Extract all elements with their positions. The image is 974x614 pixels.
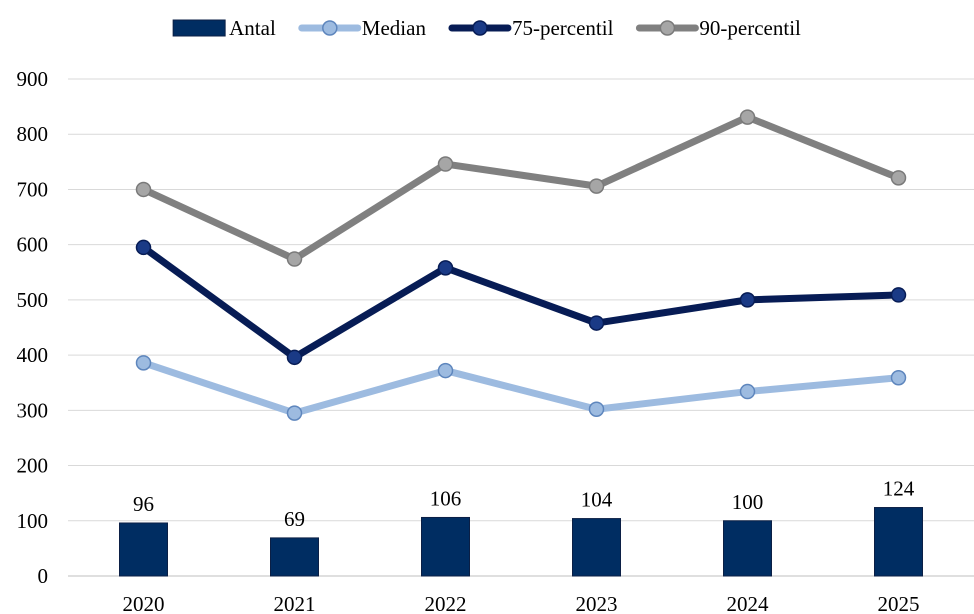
point-90-percentil-2023 (588, 178, 605, 194)
bar-2020 (119, 522, 168, 577)
point-90-percentil-2021 (286, 251, 303, 267)
point-75-percentil-2025 (890, 287, 907, 303)
x-tick-label-2024: 2024 (727, 592, 770, 614)
gridlines (68, 78, 974, 577)
line-series (135, 109, 907, 421)
data-labels: 96 69 106 104 100 124 (133, 477, 915, 531)
legend-label-antal: Antal (229, 16, 276, 40)
point-75-percentil-2021 (286, 349, 303, 366)
point-median-2021 (286, 405, 303, 421)
point-90-percentil-2024 (739, 109, 756, 125)
legend-marker-75-percentil (472, 20, 488, 36)
x-tick-label-2020: 2020 (123, 592, 165, 614)
legend-label-90-percentil: 90-percentil (699, 16, 801, 40)
point-75-percentil-2022 (437, 260, 454, 276)
y-tick-label-700: 700 (17, 177, 49, 201)
y-tick-label-100: 100 (17, 509, 49, 533)
legend: Antal Median 75-percentil 90-percentil (172, 16, 801, 40)
y-tick-label-300: 300 (17, 398, 49, 422)
point-90-percentil-2025 (890, 170, 907, 186)
data-label-2020: 96 (133, 492, 154, 516)
bar-2025 (874, 507, 923, 577)
point-median-2023 (588, 401, 605, 417)
line-series-90-percentil (135, 109, 907, 267)
bar-2024 (723, 520, 772, 577)
line-median (140, 359, 902, 417)
bar-2023 (572, 518, 621, 577)
point-90-percentil-2020 (135, 181, 152, 198)
legend-label-75-percentil: 75-percentil (512, 16, 614, 40)
point-75-percentil-2020 (135, 239, 152, 256)
x-tick-label-2022: 2022 (425, 592, 467, 614)
y-tick-label-600: 600 (17, 233, 49, 257)
x-tick-label-2025: 2025 (878, 592, 920, 614)
point-median-2024 (739, 383, 756, 400)
bar-2022 (421, 516, 470, 577)
y-tick-label-200: 200 (17, 454, 49, 478)
y-tick-label-500: 500 (17, 288, 49, 312)
data-label-2021: 69 (284, 507, 305, 531)
line-series-median (135, 355, 907, 421)
y-tick-label-900: 900 (17, 67, 49, 91)
line-series-75-percentil (135, 239, 907, 366)
y-tick-label-0: 0 (38, 564, 49, 588)
data-label-2025: 124 (883, 477, 915, 501)
bar-series-antal (119, 507, 923, 577)
y-axis: 0 100 200 300 400 500 600 700 800 900 (17, 67, 49, 588)
point-75-percentil-2024 (739, 292, 756, 308)
y-tick-label-800: 800 (17, 122, 49, 146)
x-tick-label-2023: 2023 (576, 592, 618, 614)
legend-swatch-antal (172, 19, 226, 37)
legend-marker-90-percentil (659, 20, 676, 36)
legend-label-median: Median (362, 16, 427, 40)
point-75-percentil-2023 (588, 315, 605, 331)
y-tick-label-400: 400 (17, 343, 49, 367)
x-axis: 2020 2021 2022 2023 2024 2025 (123, 592, 920, 614)
point-90-percentil-2022 (437, 156, 454, 172)
line-90-percentil (140, 113, 902, 263)
legend-marker-median (322, 20, 338, 36)
line-75-percentil (140, 243, 902, 361)
point-median-2020 (135, 355, 152, 371)
data-label-2022: 106 (430, 486, 462, 510)
point-median-2022 (437, 362, 454, 379)
point-median-2025 (890, 370, 907, 386)
bar-2021 (270, 537, 319, 577)
x-tick-label-2021: 2021 (274, 592, 316, 614)
data-label-2024: 100 (732, 490, 764, 514)
data-label-2023: 104 (581, 488, 613, 512)
